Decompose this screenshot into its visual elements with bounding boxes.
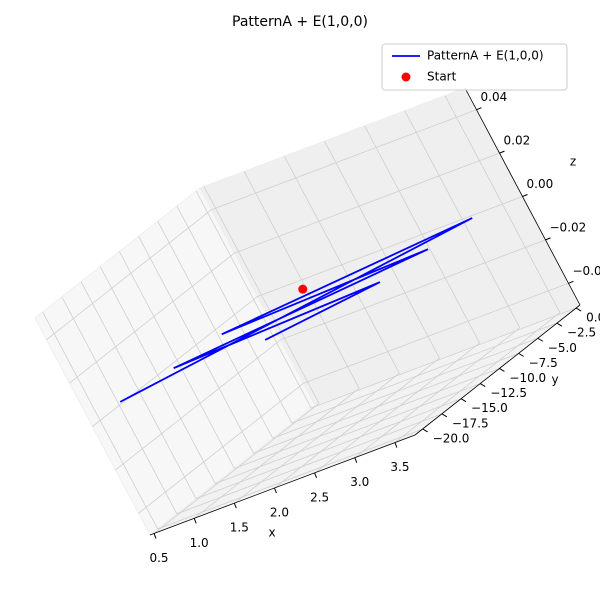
y-tick-label: −20.0 [433, 431, 470, 445]
x-tick [315, 473, 317, 478]
x-tick [355, 458, 357, 463]
x-axis-label: x [268, 526, 275, 540]
y-tick-label: −15.0 [471, 401, 508, 415]
z-tick [500, 151, 505, 153]
y-tick [519, 353, 524, 356]
legend: PatternA + E(1,0,0) Start [382, 44, 567, 90]
z-tick-label: −0.04 [573, 264, 600, 278]
y-tick [423, 429, 428, 432]
x-tick-label: 2.0 [270, 506, 289, 520]
x-tick-label: 1.0 [190, 536, 209, 550]
y-tick-label: −5.0 [548, 341, 577, 355]
z-axis-label: z [570, 155, 576, 169]
z-tick-label: 0.04 [481, 90, 508, 104]
data-point [298, 285, 307, 294]
legend-label: Start [427, 70, 457, 84]
z-tick-label: −0.02 [550, 220, 587, 234]
y-tick [557, 323, 562, 326]
legend-swatch [402, 73, 411, 82]
y-tick-label: −12.5 [490, 386, 527, 400]
z-tick-label: 0.02 [504, 134, 531, 148]
x-tick-label: 2.5 [310, 490, 329, 504]
x-tick [234, 503, 236, 508]
y-tick [480, 384, 485, 387]
y-tick [461, 399, 466, 402]
x-tick-label: 1.5 [230, 521, 249, 535]
z-tick [569, 281, 574, 283]
y-tick-label: 0.0 [586, 311, 600, 325]
x-tick [194, 518, 196, 523]
x-tick-label: 3.0 [350, 475, 369, 489]
z-tick-label: 0.00 [527, 177, 554, 191]
x-tick [274, 488, 276, 493]
y-tick-label: −7.5 [529, 356, 558, 370]
legend-label: PatternA + E(1,0,0) [427, 49, 544, 63]
x-tick [154, 533, 156, 538]
y-tick [442, 414, 447, 417]
y-tick [576, 308, 581, 311]
chart-title: PatternA + E(1,0,0) [232, 14, 368, 30]
y-tick-label: −2.5 [567, 326, 596, 340]
y-tick [499, 368, 504, 371]
y-tick [538, 338, 543, 341]
z-tick [477, 108, 482, 110]
z-tick [546, 238, 551, 240]
y-axis-label: y [551, 373, 558, 387]
x-tick-label: 3.5 [390, 460, 409, 474]
y-tick-label: −10.0 [509, 371, 546, 385]
z-tick [523, 195, 528, 197]
x-tick-label: 0.5 [149, 551, 168, 565]
x-tick [395, 443, 397, 448]
y-tick-label: −17.5 [452, 416, 489, 430]
